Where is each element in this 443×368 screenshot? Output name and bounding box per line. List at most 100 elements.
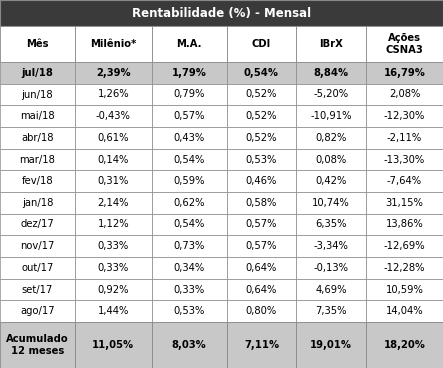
Text: 0,61%: 0,61% [97, 133, 129, 143]
Text: 10,59%: 10,59% [385, 284, 424, 294]
Text: 4,69%: 4,69% [315, 284, 347, 294]
Bar [366, 235, 443, 257]
Bar [366, 214, 443, 235]
Bar [152, 149, 226, 170]
Text: 0,92%: 0,92% [97, 284, 129, 294]
Text: Milênio*: Milênio* [90, 39, 136, 49]
Bar [366, 322, 443, 368]
Bar [0, 170, 75, 192]
Text: 0,43%: 0,43% [174, 133, 205, 143]
Text: 0,52%: 0,52% [246, 111, 277, 121]
Bar [152, 257, 226, 279]
Text: 0,57%: 0,57% [173, 111, 205, 121]
Bar [366, 149, 443, 170]
Text: 6,35%: 6,35% [315, 219, 347, 230]
Bar [0, 62, 75, 84]
Bar [0, 322, 75, 368]
Bar [226, 279, 296, 300]
Text: 1,79%: 1,79% [172, 68, 206, 78]
Bar [296, 84, 366, 105]
Bar [296, 235, 366, 257]
Text: CDI: CDI [252, 39, 271, 49]
Text: jul/18: jul/18 [21, 68, 53, 78]
Bar [226, 170, 296, 192]
Text: 0,52%: 0,52% [246, 133, 277, 143]
Bar [226, 322, 296, 368]
Text: 0,64%: 0,64% [246, 284, 277, 294]
Bar [75, 26, 152, 62]
Bar [0, 214, 75, 235]
Text: 0,33%: 0,33% [174, 284, 205, 294]
Text: abr/18: abr/18 [21, 133, 54, 143]
Text: 7,35%: 7,35% [315, 306, 347, 316]
Bar [75, 192, 152, 214]
Text: -2,11%: -2,11% [387, 133, 422, 143]
Text: 0,80%: 0,80% [246, 306, 277, 316]
Bar [296, 322, 366, 368]
Bar [75, 257, 152, 279]
Bar [75, 149, 152, 170]
Text: out/17: out/17 [21, 263, 54, 273]
Text: -13,30%: -13,30% [384, 155, 425, 164]
Bar [0, 235, 75, 257]
Bar [296, 105, 366, 127]
Bar [0, 26, 75, 62]
Text: 0,54%: 0,54% [244, 68, 279, 78]
Bar [152, 170, 226, 192]
Bar [0, 105, 75, 127]
Bar [296, 257, 366, 279]
Bar [366, 300, 443, 322]
Text: 8,03%: 8,03% [172, 340, 206, 350]
Bar [366, 84, 443, 105]
Text: 19,01%: 19,01% [310, 340, 352, 350]
Bar [226, 105, 296, 127]
Text: jun/18: jun/18 [22, 89, 53, 99]
Bar [296, 214, 366, 235]
Text: -5,20%: -5,20% [314, 89, 349, 99]
Text: 8,84%: 8,84% [314, 68, 349, 78]
Bar [366, 170, 443, 192]
Bar [75, 62, 152, 84]
Bar [152, 192, 226, 214]
Bar [0, 127, 75, 149]
Text: 1,26%: 1,26% [97, 89, 129, 99]
Bar [296, 300, 366, 322]
Bar [152, 300, 226, 322]
Text: 0,33%: 0,33% [97, 263, 129, 273]
Text: 0,53%: 0,53% [174, 306, 205, 316]
Text: dez/17: dez/17 [20, 219, 54, 230]
Bar [226, 192, 296, 214]
Text: 7,11%: 7,11% [244, 340, 279, 350]
Bar [226, 300, 296, 322]
Text: -7,64%: -7,64% [387, 176, 422, 186]
Bar [75, 105, 152, 127]
Bar [152, 279, 226, 300]
Bar [0, 192, 75, 214]
Text: -12,28%: -12,28% [384, 263, 425, 273]
Text: -12,30%: -12,30% [384, 111, 425, 121]
Bar [152, 322, 226, 368]
Text: fev/18: fev/18 [22, 176, 53, 186]
Bar [152, 62, 226, 84]
Bar [75, 214, 152, 235]
Text: mar/18: mar/18 [19, 155, 55, 164]
Text: jan/18: jan/18 [22, 198, 53, 208]
Bar [296, 149, 366, 170]
Text: 0,52%: 0,52% [246, 89, 277, 99]
Text: 0,53%: 0,53% [246, 155, 277, 164]
Text: -0,13%: -0,13% [314, 263, 349, 273]
Text: 0,54%: 0,54% [174, 219, 205, 230]
Bar [366, 257, 443, 279]
Text: 2,39%: 2,39% [96, 68, 131, 78]
Bar [152, 26, 226, 62]
Text: 0,58%: 0,58% [246, 198, 277, 208]
Bar [75, 279, 152, 300]
Text: 0,33%: 0,33% [97, 241, 129, 251]
Bar [296, 62, 366, 84]
Text: IBrX: IBrX [319, 39, 343, 49]
Text: 11,05%: 11,05% [92, 340, 134, 350]
Bar [226, 62, 296, 84]
Text: Ações
CSNA3: Ações CSNA3 [386, 33, 424, 55]
Bar [366, 62, 443, 84]
Text: 13,86%: 13,86% [386, 219, 424, 230]
